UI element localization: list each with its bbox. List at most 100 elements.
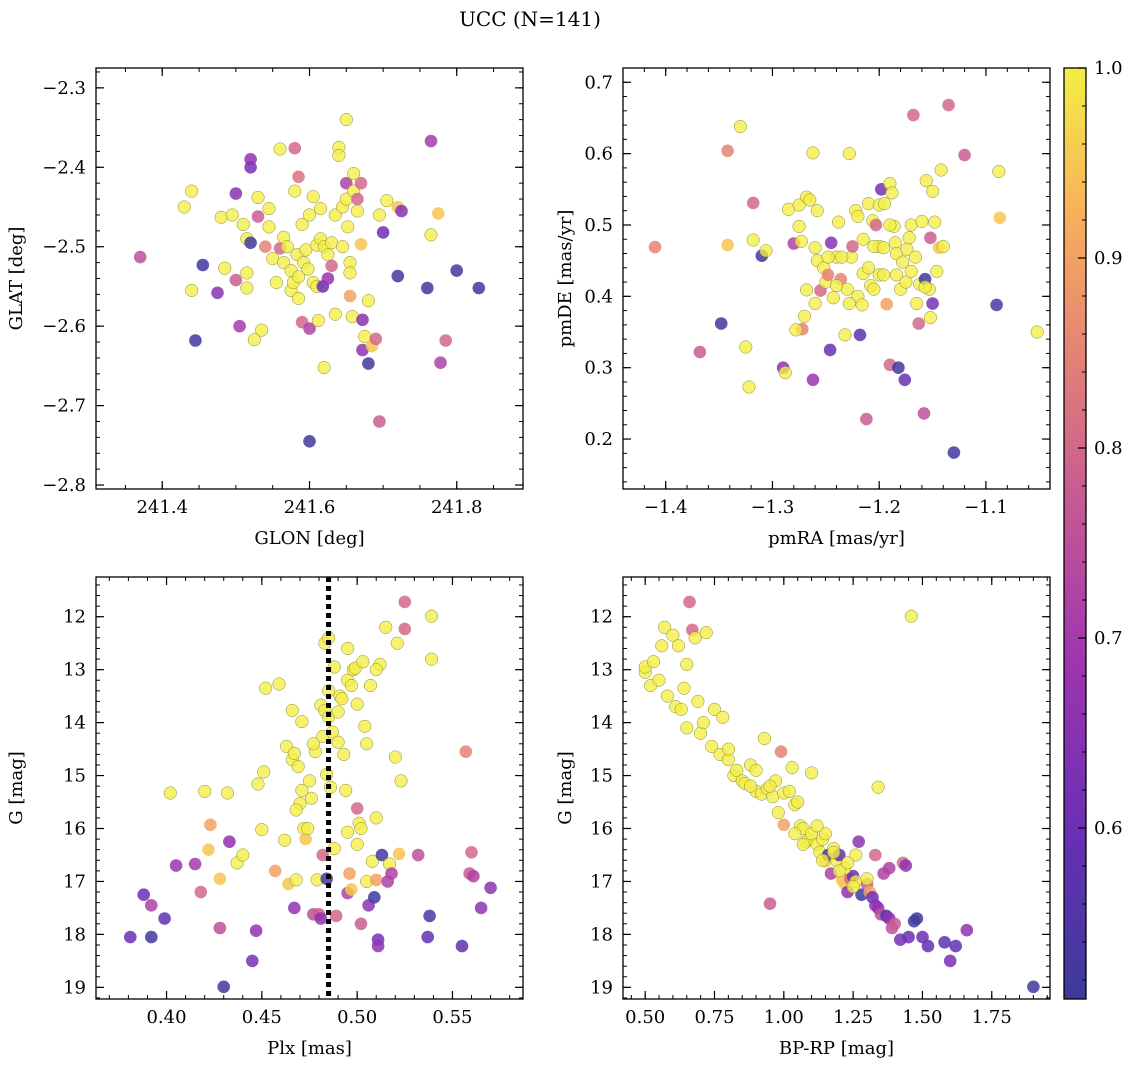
data-point — [137, 888, 150, 901]
data-point — [363, 678, 378, 693]
data-point — [852, 835, 865, 848]
colorbar-tick-label: 0.8 — [1094, 438, 1123, 459]
y-tick-label: 15 — [590, 766, 613, 787]
data-point — [792, 219, 806, 233]
data-point — [742, 380, 756, 394]
colorbar-tick-label: 0.7 — [1094, 628, 1123, 649]
points-pm — [648, 98, 1044, 459]
data-point — [652, 673, 666, 687]
data-point — [341, 220, 355, 234]
data-point — [467, 869, 480, 883]
data-point — [688, 631, 702, 645]
data-point — [255, 323, 269, 337]
panel-sky: 241.4 241.6 241.8 −2.3 −2.4 −2.5 −2.6 −2.7 −2.8 G… — [6, 67, 524, 549]
data-point — [465, 846, 478, 859]
data-point — [806, 146, 820, 160]
data-point — [185, 283, 199, 297]
x-tick-label: 0.45 — [242, 1007, 282, 1028]
data-point — [302, 208, 317, 222]
data-point — [289, 803, 303, 817]
data-point — [721, 144, 734, 158]
data-point — [646, 655, 661, 669]
data-point — [217, 980, 230, 994]
data-point — [680, 657, 694, 671]
data-point — [842, 296, 856, 311]
data-point — [295, 783, 309, 797]
data-point — [992, 164, 1006, 179]
data-point — [266, 252, 280, 266]
data-point — [810, 204, 824, 218]
data-point — [749, 763, 763, 777]
data-point — [835, 250, 849, 264]
data-point — [341, 825, 355, 839]
data-point — [251, 190, 265, 205]
data-point — [960, 923, 974, 937]
data-point — [958, 148, 971, 162]
x-axis-label: Plx [mas] — [267, 1038, 352, 1059]
data-point — [268, 864, 282, 878]
x-tick-label: 1.25 — [833, 1007, 873, 1028]
data-point — [145, 899, 158, 912]
data-point — [794, 234, 808, 248]
data-point — [899, 859, 913, 872]
data-point — [832, 864, 846, 878]
data-point — [388, 750, 402, 764]
data-point — [846, 880, 860, 894]
data-point — [861, 261, 876, 275]
data-point — [133, 250, 147, 264]
data-point — [255, 823, 269, 837]
data-point — [371, 939, 385, 953]
data-point — [339, 113, 353, 127]
data-point — [350, 802, 364, 815]
data-point — [325, 259, 338, 273]
data-point — [898, 373, 912, 387]
data-point — [369, 663, 383, 677]
data-point — [398, 595, 412, 609]
data-point — [803, 193, 817, 207]
data-point — [394, 774, 408, 788]
data-point — [356, 343, 369, 357]
data-point — [746, 196, 760, 210]
data-point — [273, 142, 287, 156]
data-point — [194, 885, 208, 899]
data-point — [746, 233, 760, 247]
data-point — [369, 873, 383, 887]
data-point — [328, 307, 342, 321]
data-point — [424, 652, 439, 666]
data-point — [439, 334, 453, 347]
data-point — [910, 912, 924, 925]
data-point — [223, 835, 236, 848]
data-point — [789, 323, 803, 337]
data-point — [680, 721, 694, 735]
data-point — [683, 595, 696, 609]
data-point — [869, 218, 883, 232]
data-point — [924, 231, 937, 245]
data-point — [204, 818, 217, 832]
data-point — [350, 204, 364, 218]
data-point — [287, 746, 301, 760]
data-point — [321, 272, 335, 285]
data-point — [888, 917, 901, 931]
y-tick-label: 18 — [63, 924, 86, 945]
data-point — [246, 954, 259, 968]
data-point — [303, 435, 316, 448]
y-tick-label: 13 — [63, 660, 86, 681]
data-point — [705, 739, 719, 753]
x-tick-label: 241.8 — [431, 497, 483, 518]
data-point — [236, 848, 250, 862]
data-point — [213, 872, 227, 886]
data-point — [871, 780, 885, 794]
data-point — [244, 236, 257, 250]
data-point — [344, 678, 358, 693]
data-point — [699, 626, 713, 640]
data-point — [707, 702, 722, 716]
data-point — [285, 703, 299, 717]
data-point — [280, 240, 294, 254]
figure-title: UCC (N=141) — [459, 7, 601, 31]
data-point — [838, 328, 852, 342]
data-point — [158, 912, 171, 925]
data-point — [810, 819, 824, 833]
data-point — [816, 853, 830, 867]
points-plx — [124, 595, 497, 994]
data-point — [306, 737, 320, 751]
